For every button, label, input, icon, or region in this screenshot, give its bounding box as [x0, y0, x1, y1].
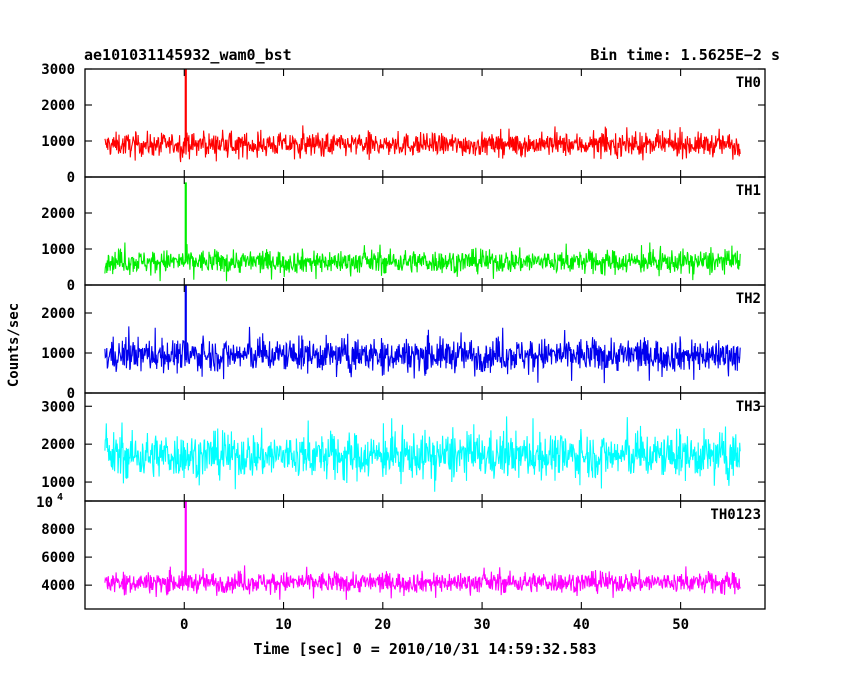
series-line-th1 — [104, 242, 741, 282]
panel-frame — [84, 68, 766, 178]
panel-frame — [84, 284, 766, 394]
y-tick-label: 1000 — [41, 475, 75, 491]
panel-th0: 0 1000 2000 3000 TH0 — [41, 62, 766, 186]
panel-th1: 0 1000 2000 TH1 — [41, 176, 766, 294]
y-tick-label: 2000 — [41, 306, 75, 322]
y-tick-label: 2000 — [41, 206, 75, 222]
y-tick-label: 1000 — [41, 346, 75, 362]
bin-time-label: Bin time: 1.5625E−2 s — [590, 46, 780, 64]
y-tick-label: 4000 — [41, 578, 75, 594]
series-line-th3 — [104, 416, 741, 492]
panel-frame — [84, 176, 766, 286]
panel-label: TH0123 — [710, 507, 761, 523]
y-tick-label-exp: 10 — [36, 495, 53, 511]
x-tick-label: 20 — [374, 617, 391, 633]
panel-th3: 1000 2000 3000 TH3 — [41, 392, 766, 502]
series-line-th2 — [104, 326, 741, 384]
x-tick-label: 50 — [672, 617, 689, 633]
y-tick-label: 2000 — [41, 437, 75, 453]
series-line-th0123 — [104, 565, 741, 600]
y-axis-label: Counts/sec — [6, 303, 22, 387]
x-axis-label: Time [sec] 0 = 2010/10/31 14:59:32.583 — [253, 640, 596, 658]
x-tick-label: 30 — [474, 617, 491, 633]
panel-label: TH2 — [736, 291, 761, 307]
chart-title: ae101031145932_wam0_bst — [84, 46, 292, 64]
y-tick-label: 3000 — [41, 399, 75, 415]
x-tick-label: 10 — [275, 617, 292, 633]
y-tick-label: 3000 — [41, 62, 75, 78]
panel-th0123: 4000 6000 8000 TH0123 — [41, 500, 766, 610]
panels-group: 0 1000 2000 3000 TH0 0 1000 2000 TH1 0 1000 2000 TH2… — [36, 62, 766, 633]
panel-label: TH1 — [736, 183, 761, 199]
y-tick-label: 6000 — [41, 550, 75, 566]
y-tick-label: 0 — [67, 386, 75, 402]
y-tick-label: 8000 — [41, 522, 75, 538]
x-tick-label: 0 — [180, 617, 188, 633]
series-line-th0 — [104, 125, 741, 163]
x-tick-label: 40 — [573, 617, 590, 633]
panel-label: TH3 — [736, 399, 761, 415]
y-tick-label: 0 — [67, 278, 75, 294]
panel-th2: 0 1000 2000 TH2 — [41, 284, 766, 402]
y-tick-label-exp-power: 4 — [57, 492, 63, 503]
panel-label: TH0 — [736, 75, 761, 91]
y-tick-label: 2000 — [41, 98, 75, 114]
y-tick-label: 1000 — [41, 134, 75, 150]
y-tick-label: 1000 — [41, 242, 75, 258]
panel-frame — [84, 500, 766, 610]
y-tick-label: 0 — [67, 170, 75, 186]
